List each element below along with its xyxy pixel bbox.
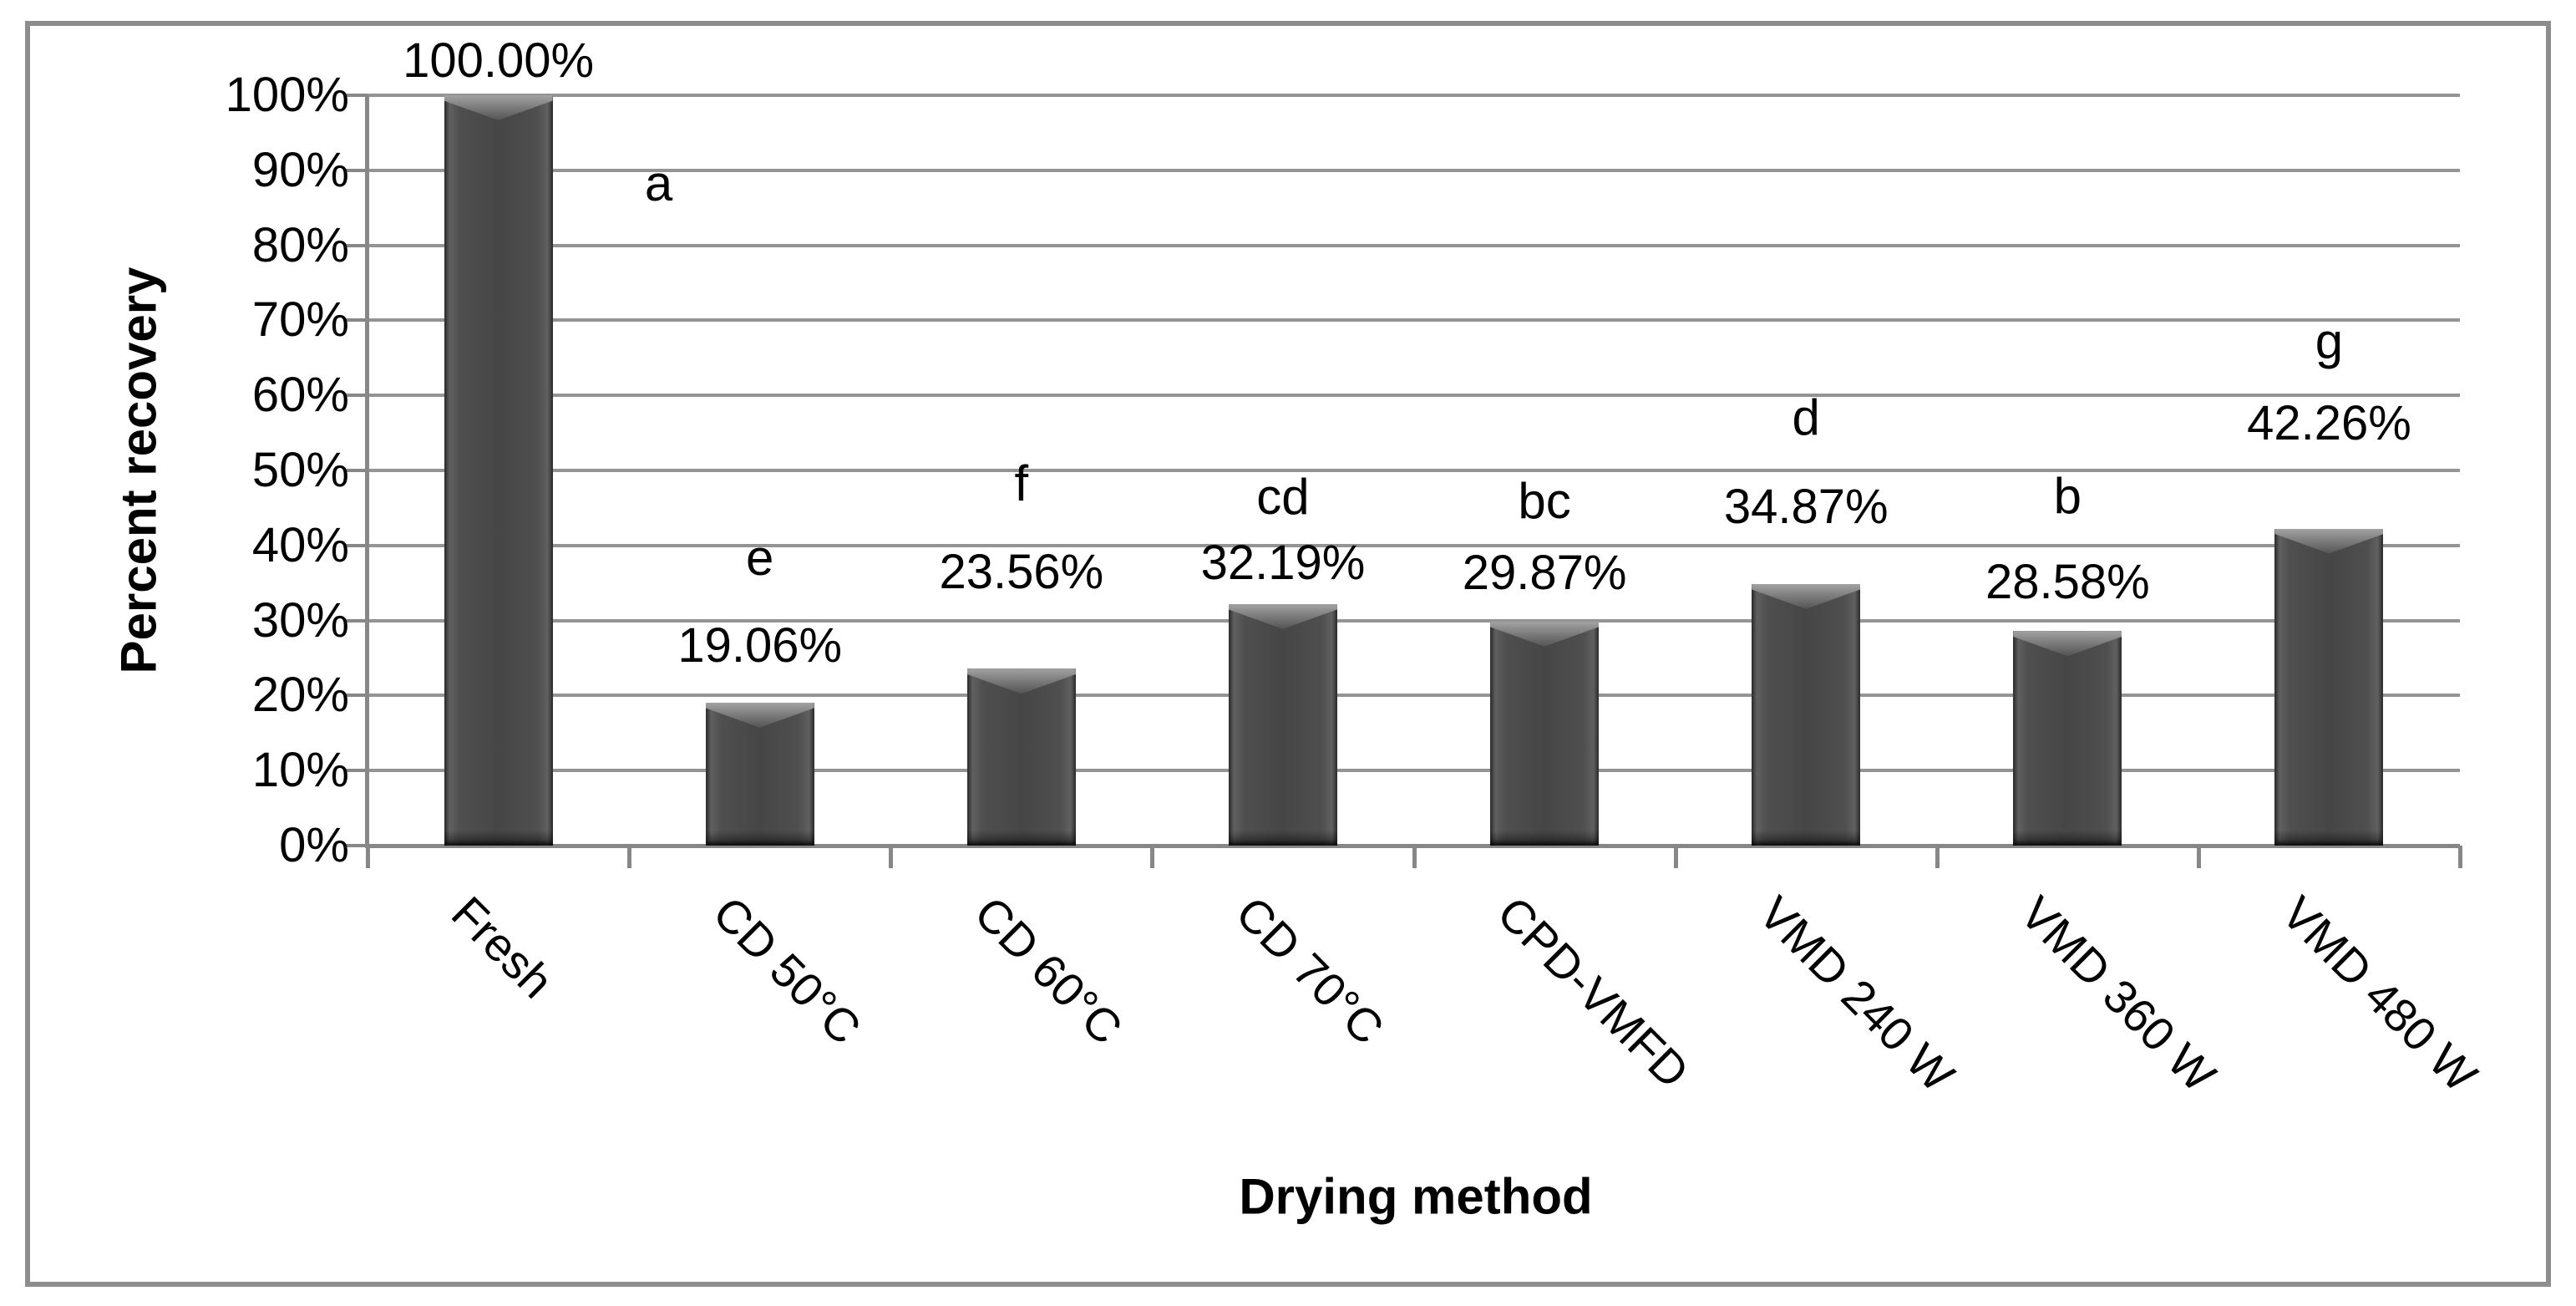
gridline <box>368 769 2460 773</box>
x-axis-tick <box>366 846 370 868</box>
y-tick-label: 70% <box>251 292 349 348</box>
gridline <box>368 168 2460 172</box>
value-label: 28.58% <box>1985 555 2150 610</box>
gridline <box>368 694 2460 698</box>
value-label: 32.19% <box>1200 535 1366 590</box>
y-tick-label: 100% <box>225 68 349 122</box>
bar-cpd-vmfd <box>1490 621 1600 846</box>
significance-letter: b <box>2053 468 2082 525</box>
y-tick-label: 60% <box>251 368 349 423</box>
x-axis-tick <box>1935 846 1940 868</box>
gridline <box>368 243 2460 247</box>
bar-vmd-240-w <box>1752 583 1861 846</box>
y-tick-label: 40% <box>251 517 349 572</box>
y-tick-label: 30% <box>251 592 349 648</box>
y-axis-tick <box>346 394 368 398</box>
y-axis-tick <box>346 618 368 623</box>
x-axis-tick <box>2458 846 2462 868</box>
y-tick-label: 10% <box>251 743 349 798</box>
value-label: 42.26% <box>2247 395 2411 450</box>
significance-letter: a <box>644 155 673 211</box>
significance-letter: bc <box>1518 472 1571 529</box>
y-axis-tick <box>346 318 368 323</box>
y-axis-line <box>365 95 369 848</box>
gridline <box>368 394 2460 398</box>
bar-cd-50-c <box>705 702 814 846</box>
bar-cd-60-c <box>966 668 1076 846</box>
y-axis-tick <box>346 769 368 773</box>
x-axis-tick <box>2196 846 2201 868</box>
bar-fresh <box>444 95 553 846</box>
value-label: 19.06% <box>677 617 843 673</box>
value-label: 23.56% <box>939 545 1104 600</box>
y-axis-tick <box>346 94 368 97</box>
x-axis-tick <box>627 846 632 868</box>
y-axis-tick <box>346 844 368 847</box>
y-tick-label: 90% <box>251 142 349 197</box>
x-axis-tick <box>889 846 894 868</box>
significance-letter: d <box>1792 389 1820 445</box>
y-tick-label: 50% <box>251 443 349 497</box>
gridline <box>368 94 2460 97</box>
gridline <box>368 618 2460 623</box>
x-axis-title: Drying method <box>1239 1168 1593 1225</box>
gridline <box>368 469 2460 472</box>
x-axis-tick <box>1150 846 1155 868</box>
y-axis-tick <box>346 243 368 247</box>
y-axis-tick <box>346 168 368 172</box>
bar-cd-70-c <box>1228 603 1337 846</box>
significance-letter: g <box>2315 313 2344 369</box>
significance-letter: f <box>1014 455 1029 512</box>
gridline <box>368 543 2460 547</box>
significance-letter: e <box>746 529 774 586</box>
value-label: 29.87% <box>1462 545 1627 600</box>
gridline <box>368 318 2460 323</box>
value-label: 34.87% <box>1723 479 1889 534</box>
significance-letter: cd <box>1256 468 1310 525</box>
y-axis-tick <box>346 543 368 547</box>
y-tick-label: 80% <box>251 217 349 272</box>
y-axis-tick <box>346 694 368 698</box>
x-axis-tick <box>1673 846 1678 868</box>
bar-vmd-480-w <box>2274 528 2384 846</box>
y-axis-tick <box>346 469 368 472</box>
value-label: 100.00% <box>403 33 595 88</box>
bar-vmd-360-w <box>2013 631 2122 846</box>
x-axis-tick <box>1412 846 1417 868</box>
y-tick-label: 0% <box>279 818 349 872</box>
y-tick-label: 20% <box>251 668 349 723</box>
